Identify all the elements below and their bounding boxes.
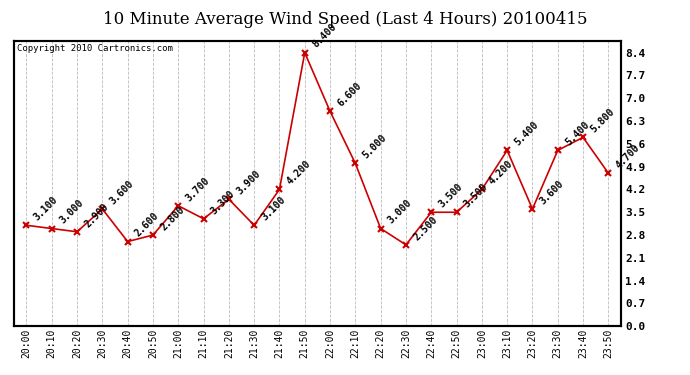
Text: Copyright 2010 Cartronics.com: Copyright 2010 Cartronics.com [17,44,172,53]
Text: 10 Minute Average Wind Speed (Last 4 Hours) 20100415: 10 Minute Average Wind Speed (Last 4 Hou… [103,11,587,28]
Text: 3.900: 3.900 [235,169,262,196]
Text: 5.400: 5.400 [513,120,540,148]
Text: 3.000: 3.000 [57,198,85,226]
Text: 2.900: 2.900 [83,201,110,229]
Text: 4.700: 4.700 [614,142,642,170]
Text: 5.800: 5.800 [589,107,616,135]
Text: 6.600: 6.600 [335,81,364,108]
Text: 3.600: 3.600 [538,178,566,206]
Text: 5.000: 5.000 [361,133,388,160]
Text: 5.400: 5.400 [563,120,591,148]
Text: 2.600: 2.600 [133,211,161,239]
Text: 3.300: 3.300 [209,188,237,216]
Text: 3.100: 3.100 [259,195,288,222]
Text: 3.700: 3.700 [184,175,212,203]
Text: 3.500: 3.500 [462,182,490,210]
Text: 3.500: 3.500 [437,182,464,210]
Text: 4.200: 4.200 [487,159,515,187]
Text: 8.400: 8.400 [310,22,338,50]
Text: 3.100: 3.100 [32,195,60,222]
Text: 2.500: 2.500 [411,214,440,242]
Text: 3.600: 3.600 [108,178,136,206]
Text: 4.200: 4.200 [285,159,313,187]
Text: 2.800: 2.800 [159,204,186,232]
Text: 3.000: 3.000 [386,198,414,226]
